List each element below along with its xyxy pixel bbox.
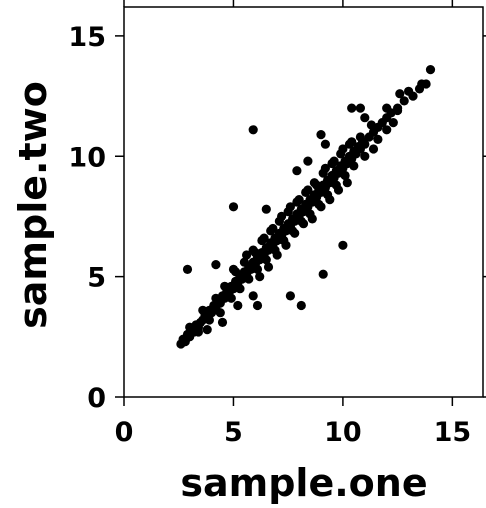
data-point [347, 103, 357, 113]
data-point [202, 325, 212, 335]
data-point [290, 228, 300, 238]
data-point [239, 257, 249, 267]
data-point [285, 202, 295, 212]
data-point [298, 219, 309, 229]
y-axis: 0 5 10 15 [68, 22, 486, 414]
data-point [307, 214, 317, 224]
x-axis-title: sample.one [180, 461, 427, 505]
data-point [340, 170, 350, 181]
data-point [425, 65, 436, 75]
data-point [281, 240, 291, 250]
data-point [235, 284, 245, 294]
data-point [347, 137, 357, 147]
data-point [338, 240, 348, 250]
data-point [252, 264, 263, 274]
data-point [355, 103, 365, 113]
data-point [360, 139, 370, 149]
data-point [333, 185, 344, 195]
y-tick-label: 15 [68, 22, 106, 53]
data-point [368, 144, 379, 154]
data-point [215, 308, 225, 318]
data-point [217, 317, 228, 327]
data-point [252, 300, 263, 311]
data-point [395, 89, 405, 99]
data-point [259, 233, 269, 243]
data-point [329, 156, 339, 166]
data-point [342, 178, 352, 188]
data-point [399, 96, 409, 106]
data-point [255, 272, 265, 282]
data-point [312, 180, 322, 190]
data-point [382, 125, 392, 135]
data-point [185, 322, 195, 332]
y-axis-title: sample.two [11, 81, 55, 329]
data-point [318, 269, 328, 279]
data-point [211, 260, 221, 270]
data-point [294, 195, 304, 205]
data-point [349, 161, 359, 171]
data-point [296, 300, 306, 311]
data-point [316, 202, 326, 212]
data-point [198, 305, 208, 315]
data-point [388, 118, 398, 128]
data-point [285, 291, 295, 301]
data-point [360, 151, 370, 161]
x-tick-label: 5 [224, 417, 243, 448]
data-point [233, 300, 243, 311]
data-point [404, 86, 414, 96]
data-point [325, 195, 335, 205]
data-point [360, 113, 370, 123]
data-point [228, 202, 239, 212]
data-point [226, 293, 236, 303]
data-point [320, 139, 330, 149]
data-point [355, 132, 365, 142]
data-point [366, 120, 376, 130]
data-point [303, 185, 313, 195]
data-point [373, 134, 383, 144]
x-tick-label: 10 [324, 417, 362, 448]
data-point [316, 130, 326, 140]
data-point [250, 248, 260, 258]
data-point [204, 315, 214, 325]
data-point [261, 255, 271, 265]
data-point [268, 223, 278, 234]
data-point [220, 281, 230, 291]
data-point [338, 144, 348, 154]
data-point [382, 103, 392, 113]
data-point [263, 262, 274, 272]
y-tick-label: 5 [87, 263, 106, 294]
data-point [272, 250, 282, 260]
data-point [228, 264, 239, 274]
data-point [248, 291, 258, 301]
y-tick-label: 0 [87, 383, 106, 414]
data-point [303, 156, 313, 166]
data-point [417, 79, 427, 89]
data-point [242, 250, 252, 260]
data-point [277, 211, 287, 221]
data-point [193, 327, 203, 337]
scatter-points [176, 65, 436, 349]
x-tick-label: 15 [434, 417, 472, 448]
data-point [320, 163, 330, 173]
data-point [244, 274, 254, 284]
data-point [261, 204, 271, 214]
data-point [211, 293, 221, 303]
data-point [393, 105, 403, 116]
data-point [182, 264, 193, 274]
x-axis: 0 5 10 15 [115, 0, 472, 448]
plot-frame [123, 6, 484, 398]
y-tick-label: 10 [68, 142, 106, 173]
data-point [292, 166, 302, 176]
data-point [248, 125, 258, 135]
x-tick-label: 0 [115, 417, 134, 448]
